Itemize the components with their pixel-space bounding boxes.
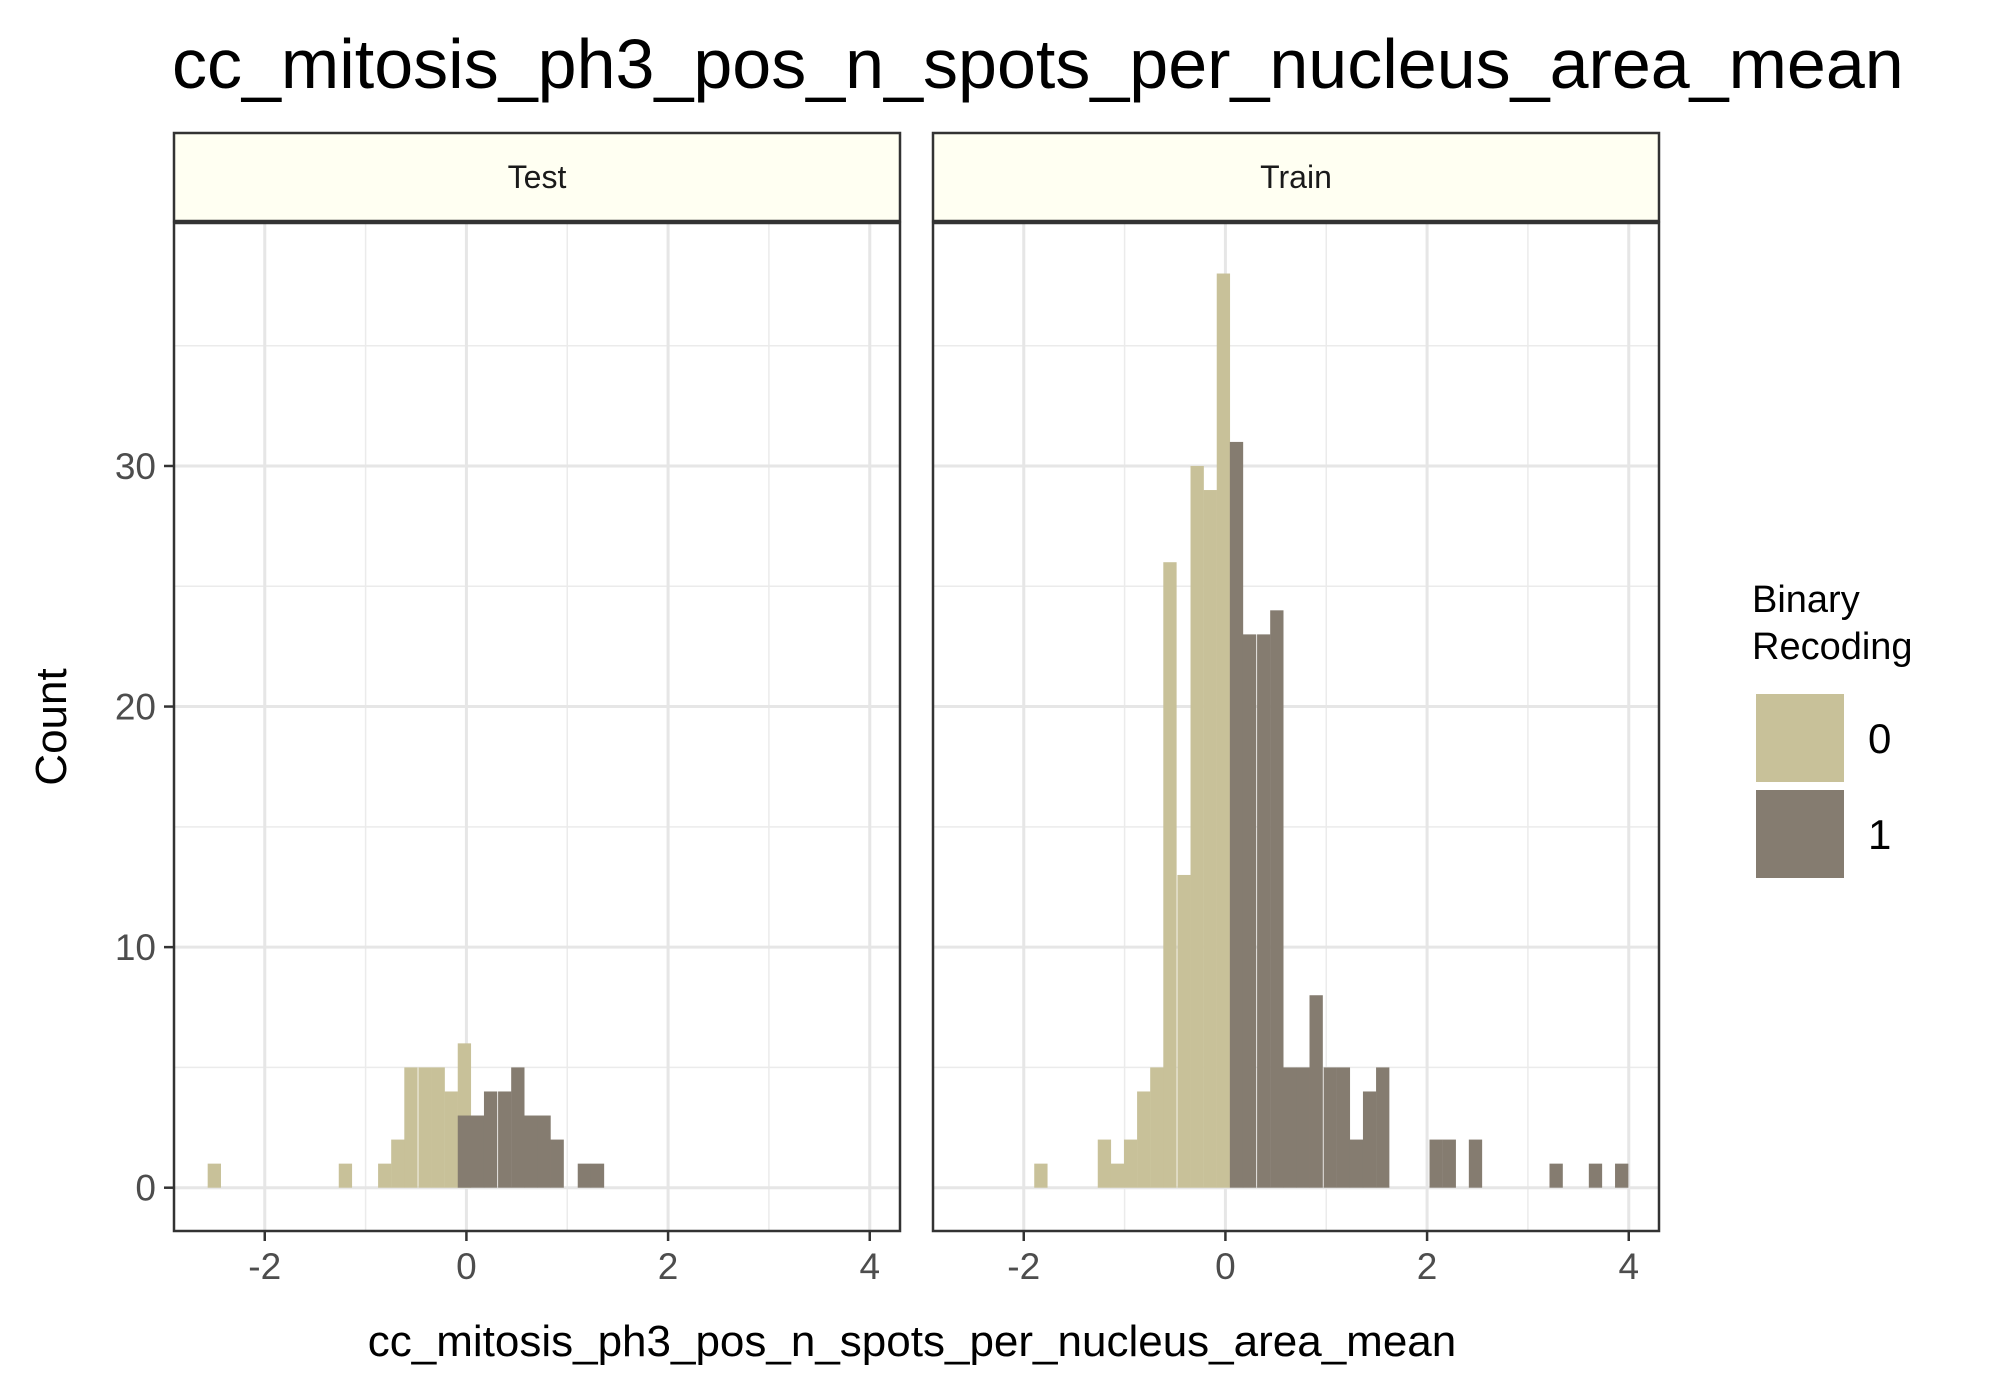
- legend-title-line: Binary: [1752, 579, 1860, 621]
- bar-group-1: [590, 1163, 605, 1188]
- bar-group-1: [1283, 1067, 1297, 1188]
- bar-group-1: [498, 1091, 512, 1188]
- bar-group-0: [418, 1067, 432, 1188]
- histogram-bars: [207, 1043, 605, 1188]
- x-axis-ticks: -2 0 2 4: [1007, 1231, 1639, 1287]
- legend-swatch-0: [1756, 694, 1844, 782]
- bar-group-1: [1615, 1163, 1629, 1188]
- x-axis-title: cc_mitosis_ph3_pos_n_spots_per_nucleus_a…: [368, 1317, 1457, 1366]
- bar-group-1: [1296, 1067, 1310, 1188]
- y-axis-title: Count: [27, 668, 76, 785]
- bar-group-0: [391, 1139, 405, 1188]
- facet-panel-test: Test -2 0 2 4 0 10 20 30: [115, 131, 902, 1287]
- bar-group-0: [1097, 1139, 1112, 1188]
- legend-title-line: Recoding: [1752, 626, 1913, 668]
- facet-strip: [172, 131, 902, 223]
- x-tick-label: 2: [658, 1246, 679, 1287]
- histogram-bars: [1034, 273, 1629, 1188]
- legend-label-1: 1: [1868, 811, 1891, 858]
- panel-background: [933, 223, 1659, 1231]
- bar-group-0: [378, 1163, 392, 1188]
- x-tick-label: 0: [1215, 1246, 1236, 1287]
- bar-group-0: [338, 1163, 353, 1188]
- legend: Binary Recoding 0 1: [1752, 579, 1913, 878]
- panel-border: [172, 221, 902, 1233]
- bar-group-0: [1034, 1163, 1048, 1188]
- facet-panels: Test -2 0 2 4 0 10 20 30 Train -2 0 2 4: [115, 131, 1661, 1287]
- bar-group-1: [537, 1115, 551, 1188]
- y-tick-label: 0: [135, 1168, 156, 1209]
- x-tick-label: 4: [859, 1246, 880, 1287]
- bar-group-1: [1309, 995, 1323, 1188]
- x-tick-label: 2: [1417, 1246, 1438, 1287]
- bar-group-0: [431, 1067, 445, 1188]
- bar-group-0: [1110, 1163, 1125, 1188]
- bar-group-1: [1549, 1163, 1563, 1188]
- bar-group-0: [444, 1091, 458, 1188]
- panel-background: [174, 223, 900, 1231]
- y-tick-label: 20: [115, 687, 156, 728]
- bar-group-1: [1349, 1139, 1364, 1188]
- x-tick-label: -2: [1007, 1246, 1040, 1287]
- bar-group-1: [1336, 1067, 1351, 1188]
- bar-group-1: [1257, 634, 1271, 1188]
- bar-group-1: [524, 1115, 538, 1188]
- facet-panel-train: Train -2 0 2 4: [931, 131, 1661, 1287]
- x-tick-label: -2: [248, 1246, 281, 1287]
- bar-group-1: [1270, 610, 1284, 1188]
- bar-group-0: [1163, 562, 1177, 1188]
- bar-group-1: [550, 1139, 564, 1188]
- y-tick-label: 30: [115, 446, 156, 487]
- facet-strip-label: Train: [1260, 159, 1332, 195]
- bar-group-1: [457, 1115, 472, 1188]
- bar-group-1: [1229, 441, 1244, 1188]
- x-tick-label: 0: [456, 1246, 477, 1287]
- bar-group-0: [1203, 490, 1217, 1188]
- bar-group-1: [483, 1091, 498, 1188]
- chart-title: cc_mitosis_ph3_pos_n_spots_per_nucleus_a…: [172, 25, 1904, 103]
- facet-strip: [931, 131, 1661, 223]
- bar-group-1: [1362, 1091, 1377, 1188]
- bar-group-1: [577, 1163, 592, 1188]
- bar-group-1: [1242, 634, 1257, 1188]
- bar-group-1: [1588, 1163, 1603, 1188]
- y-tick-label: 10: [115, 927, 156, 968]
- bar-group-0: [207, 1163, 221, 1188]
- bar-group-0: [1137, 1091, 1151, 1188]
- facet-strip-label: Test: [508, 159, 567, 195]
- minor-gridlines: [174, 223, 900, 1231]
- bar-group-1: [511, 1067, 525, 1188]
- bar-group-1: [470, 1115, 485, 1188]
- bar-group-0: [1190, 465, 1204, 1188]
- bar-group-1: [1442, 1139, 1456, 1188]
- bar-group-0: [1216, 273, 1231, 1188]
- bar-group-0: [1123, 1139, 1138, 1188]
- bar-group-0: [404, 1067, 418, 1188]
- bar-group-1: [1468, 1139, 1483, 1188]
- bar-group-1: [1429, 1139, 1443, 1188]
- legend-swatch-1: [1756, 790, 1844, 878]
- bar-group-0: [1177, 874, 1191, 1188]
- bar-group-1: [1323, 1067, 1337, 1188]
- y-axis-ticks: 0 10 20 30: [115, 446, 174, 1209]
- x-tick-label: 4: [1618, 1246, 1639, 1287]
- panel-border: [931, 221, 1661, 1233]
- bar-group-0: [1150, 1067, 1164, 1188]
- bar-group-1: [1376, 1067, 1390, 1188]
- x-axis-ticks: -2 0 2 4: [248, 1231, 880, 1287]
- legend-label-0: 0: [1868, 715, 1891, 762]
